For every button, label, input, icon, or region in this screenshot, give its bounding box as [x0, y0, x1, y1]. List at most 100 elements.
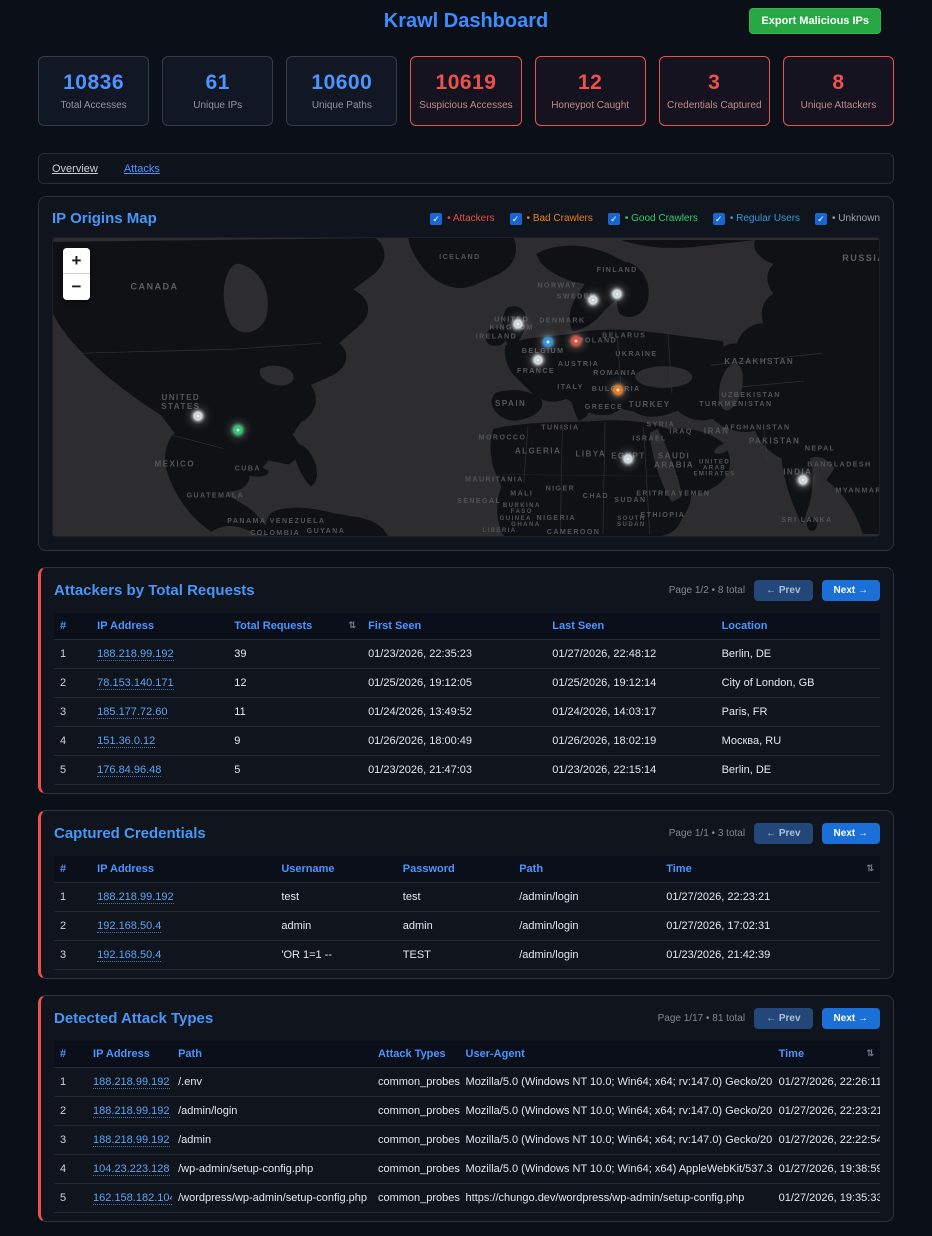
- table-row: 4 104.23.223.128/wp-admin/setup-config.ph…: [54, 1154, 880, 1184]
- unknown-marker[interactable]: [623, 454, 633, 464]
- unknown-marker[interactable]: [533, 355, 543, 365]
- attackers-table: # IP Address Total Requests ⇅ First Seen Last…: [54, 613, 880, 785]
- checkbox-checked-icon[interactable]: ✓: [430, 212, 443, 225]
- legend-item-regular-users[interactable]: ✓ • Regular Users: [712, 212, 800, 225]
- sort-icon[interactable]: ⇅: [866, 1048, 874, 1058]
- legend-item-good-crawlers[interactable]: ✓ • Good Crawlers: [607, 212, 698, 225]
- zoom-in-button[interactable]: +: [63, 248, 90, 274]
- cell-time: 01/27/2026, 22:23:21: [660, 882, 880, 912]
- cell-attack-types: common_probes: [371, 1096, 460, 1126]
- checkbox-checked-icon[interactable]: ✓: [509, 212, 522, 225]
- stat-label: Honeypot Caught: [551, 100, 630, 111]
- cell-ip-address: 151.36.0.12: [91, 726, 229, 756]
- detected-attack-types-table: # IP Address Path Attack Types User-Agent Tim…: [54, 1041, 880, 1213]
- stat-card-suspicious-accesses: 10619 Suspicious Accesses: [410, 56, 522, 126]
- ip-link[interactable]: 185.177.72.60: [97, 706, 168, 719]
- legend-item-attackers[interactable]: ✓ • Attackers: [430, 212, 495, 225]
- cell-: 3: [54, 1125, 88, 1155]
- ip-link[interactable]: 188.218.99.192: [97, 648, 174, 661]
- table-row: 3 188.218.99.192/admin common_probes Mozill…: [54, 1125, 880, 1155]
- map-label-colombia: COLOMBIA: [250, 530, 300, 536]
- map-label-turkmenistan: TURKMENISTAN: [699, 401, 772, 408]
- legend-item-unknown[interactable]: ✓ • Unknown: [815, 212, 880, 225]
- ip-link[interactable]: 188.218.99.192: [97, 891, 174, 904]
- sort-icon[interactable]: ⇅: [348, 620, 357, 630]
- column-header-time[interactable]: Time ⇅: [660, 856, 880, 883]
- world-map[interactable]: CANADA UNITED STATES MEXICO CUBA GUATEMALA PAN…: [52, 237, 880, 537]
- ip-link[interactable]: 151.36.0.12: [97, 735, 156, 748]
- legend-item-bad-crawlers[interactable]: ✓ • Bad Crawlers: [509, 212, 593, 225]
- unknown-marker[interactable]: [588, 295, 598, 305]
- map-label-emirates: EMIRATES: [693, 471, 735, 477]
- map-label-israel: ISRAEL: [632, 436, 667, 443]
- map-label-venezuela: VENEZUELA: [270, 518, 326, 525]
- unknown-marker[interactable]: [513, 319, 523, 329]
- regular-user-marker[interactable]: [543, 337, 553, 347]
- cell-ip-address: 188.218.99.192: [87, 1096, 173, 1126]
- map-label-finland: FINLAND: [597, 267, 638, 274]
- next-page-button[interactable]: Next →: [821, 580, 880, 601]
- column-header-time[interactable]: Time ⇅: [772, 1041, 880, 1068]
- map-label-united: UNITED: [162, 393, 201, 402]
- tab-attacks[interactable]: Attacks: [123, 162, 160, 175]
- prev-page-button[interactable]: ← Prev: [754, 823, 813, 844]
- column-header-ip-address: IP Address: [91, 613, 229, 640]
- unknown-marker[interactable]: [193, 411, 203, 421]
- attacker-marker[interactable]: [571, 336, 581, 346]
- ip-link[interactable]: 176.84.96.48: [97, 764, 162, 777]
- page-info: Page 1/1 • 3 total: [668, 828, 746, 839]
- cell-total-requests: 11: [228, 697, 363, 727]
- ip-link[interactable]: 192.168.50.4: [97, 949, 162, 962]
- ip-link[interactable]: 104.23.223.128: [93, 1163, 170, 1176]
- map-label-russia: RUSSIA: [842, 253, 879, 263]
- tab-overview[interactable]: Overview: [52, 162, 98, 175]
- cell-path: /admin/login: [513, 911, 661, 941]
- bad-crawler-marker[interactable]: [613, 385, 623, 395]
- map-legend: ✓ • Attackers ✓ • Bad Crawlers ✓ • Good Crawl…: [430, 212, 880, 225]
- ip-link[interactable]: 188.218.99.192: [93, 1076, 170, 1089]
- cell-time: 01/23/2026, 21:42:39: [660, 940, 880, 970]
- ip-link[interactable]: 188.218.99.192: [93, 1105, 170, 1118]
- sort-icon[interactable]: ⇅: [866, 863, 874, 873]
- unknown-marker[interactable]: [798, 475, 808, 485]
- cell-first-seen: 01/26/2026, 18:00:49: [362, 726, 547, 756]
- page-info: Page 1/17 • 81 total: [657, 1013, 746, 1024]
- stats-row: 10836 Total Accesses 61 Unique IPs 10600 Uniq…: [38, 56, 894, 126]
- next-page-button[interactable]: Next →: [821, 1008, 880, 1029]
- zoom-out-button[interactable]: −: [63, 274, 90, 300]
- checkbox-checked-icon[interactable]: ✓: [815, 212, 828, 225]
- cell-ip-address: 188.218.99.192: [87, 1067, 173, 1097]
- cell-attack-types: common_probes: [371, 1183, 460, 1213]
- map-label-south: SOUTH: [617, 516, 645, 522]
- prev-page-button[interactable]: ← Prev: [754, 1008, 813, 1029]
- column-header-total-requests[interactable]: Total Requests ⇅: [228, 613, 363, 640]
- good-crawler-marker[interactable]: [233, 425, 243, 435]
- ip-link[interactable]: 188.218.99.192: [93, 1134, 170, 1147]
- next-page-button[interactable]: Next →: [821, 823, 880, 844]
- column-header-location: Location: [715, 613, 880, 640]
- stat-value: 10619: [435, 71, 497, 94]
- map-label-libya: LIBYA: [575, 450, 606, 459]
- ip-link[interactable]: 78.153.140.171: [97, 677, 174, 690]
- legend-label: • Bad Crawlers: [526, 213, 593, 224]
- cell-last-seen: 01/25/2026, 19:12:14: [546, 668, 716, 698]
- map-label-mexico: MEXICO: [155, 460, 195, 469]
- unknown-marker[interactable]: [612, 289, 622, 299]
- ip-link[interactable]: 192.168.50.4: [97, 920, 162, 933]
- section-title: Attackers by Total Requests: [54, 582, 255, 599]
- stat-card-honeypot-caught: 12 Honeypot Caught: [534, 56, 646, 126]
- captured-credentials-table: # IP Address Username Password Path Time ⇅ 1 188…: [54, 856, 880, 970]
- cell-ip-address: 185.177.72.60: [91, 697, 229, 727]
- cell-: 1: [54, 1067, 88, 1097]
- checkbox-checked-icon[interactable]: ✓: [607, 212, 620, 225]
- cell-total-requests: 39: [228, 639, 363, 669]
- checkbox-checked-icon[interactable]: ✓: [712, 212, 725, 225]
- attackers-by-total-requests-section: Attackers by Total Requests Page 1/2 • 8…: [38, 567, 894, 794]
- map-label-tunisia: TUNISIA: [541, 425, 579, 432]
- ip-link[interactable]: 162.158.182.104: [93, 1192, 173, 1205]
- table-row: 3 185.177.72.60 11 01/24/2026, 13:49:52 01/2…: [54, 697, 880, 727]
- prev-page-button[interactable]: ← Prev: [754, 580, 813, 601]
- column-header-path: Path: [513, 856, 661, 883]
- cell-ip-address: 104.23.223.128: [87, 1154, 173, 1184]
- export-malicious-ips-button[interactable]: Export Malicious IPs: [749, 8, 881, 34]
